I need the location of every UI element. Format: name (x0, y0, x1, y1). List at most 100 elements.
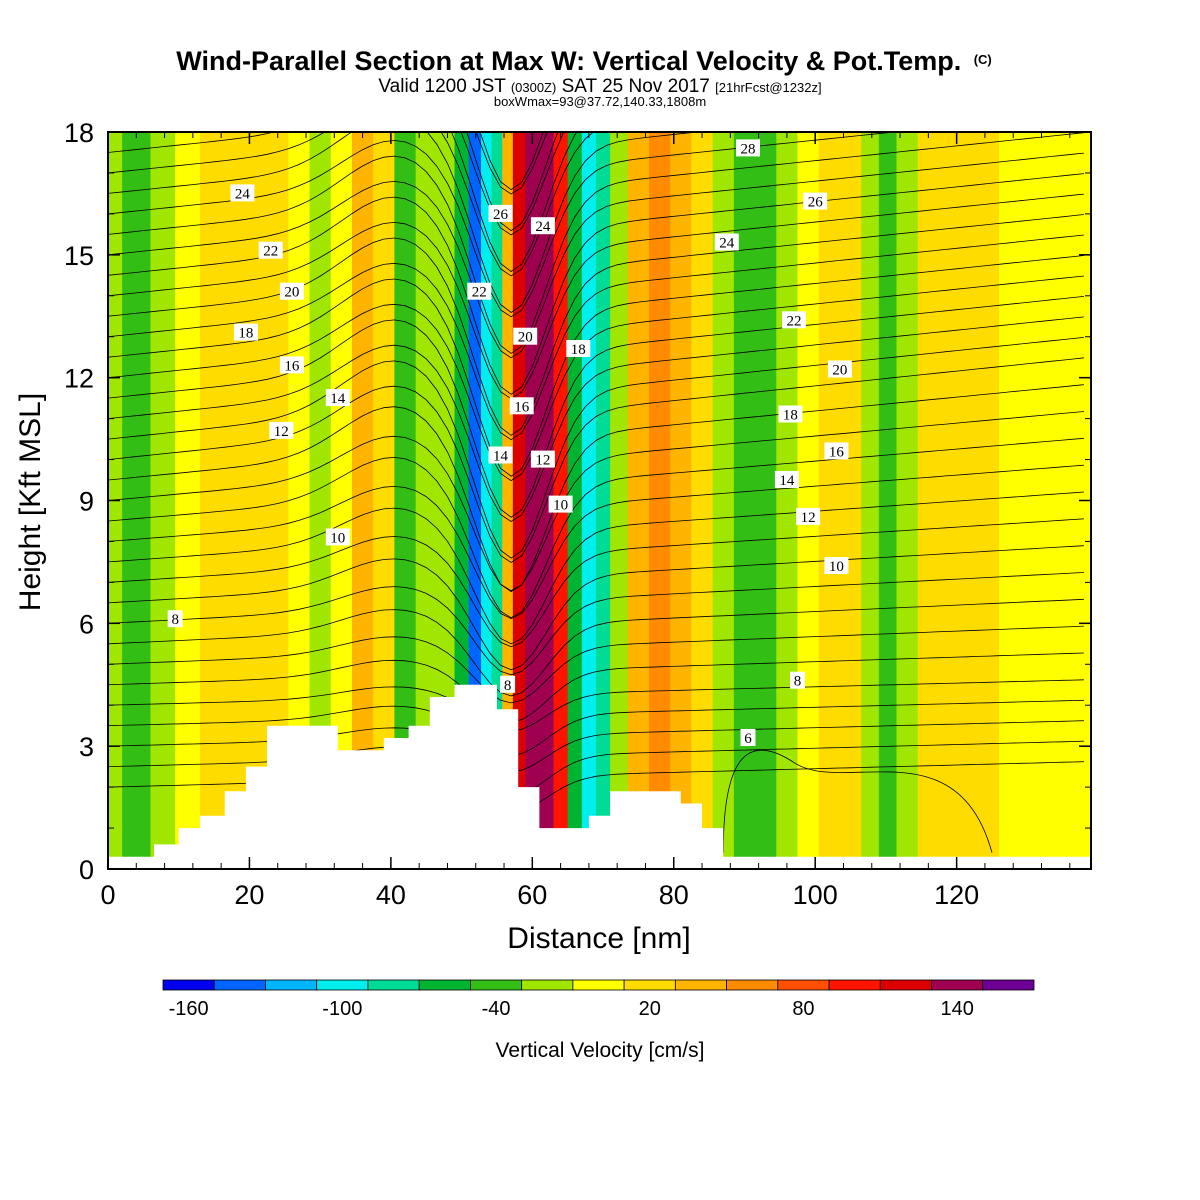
theta-label: 8 (500, 675, 516, 694)
theta-label: 8 (167, 610, 183, 628)
theta-label: 16 (279, 356, 304, 374)
theta-label-text: 10 (553, 498, 568, 514)
velocity-band (199, 132, 233, 869)
theta-label: 10 (548, 495, 573, 514)
velocity-band (309, 132, 332, 869)
y-tick-label: 18 (64, 118, 94, 148)
theta-label: 10 (824, 557, 849, 575)
theta-label-text: 12 (801, 510, 816, 526)
theta-contour (108, 152, 1084, 359)
velocity-band (581, 132, 597, 869)
theta-label: 6 (740, 729, 756, 747)
x-tick-label: 100 (793, 880, 838, 910)
colorbar-swatch (674, 979, 727, 991)
velocity-band (288, 132, 311, 869)
theta-contour (108, 234, 1084, 441)
theta-label-text: 12 (535, 453, 550, 469)
theta-contour (108, 598, 1084, 697)
velocity-band (122, 132, 152, 869)
theta-label-text: 14 (493, 449, 509, 465)
colorbar-swatch (982, 979, 1035, 991)
velocity-band (818, 132, 841, 869)
velocity-band (150, 132, 176, 869)
colorbar-swatch (213, 979, 266, 991)
velocity-band (502, 132, 514, 869)
colorbar-tick-label: -100 (322, 998, 362, 1020)
potential-temperature-contours (108, 132, 1084, 853)
x-tick-label: 40 (376, 880, 406, 910)
velocity-field (108, 132, 1091, 869)
theta-label-text: 22 (263, 244, 278, 260)
y-tick-label: 9 (79, 487, 94, 517)
colorbar-swatch (726, 979, 779, 991)
theta-contour (108, 132, 1084, 354)
theta-label-text: 24 (535, 219, 551, 235)
theta-contour (108, 337, 1084, 559)
x-tick-label: 20 (234, 880, 264, 910)
colorbar: -160 -100 -40 20 80 140 (162, 979, 1035, 1020)
theta-contour (108, 357, 1084, 563)
velocity-band (970, 132, 1000, 869)
velocity-band (1052, 132, 1078, 869)
theta-label-text: 20 (518, 330, 533, 346)
theta-contour (108, 132, 595, 277)
theta-label: 20 (279, 282, 304, 301)
velocity-band (454, 132, 470, 869)
x-tick-label: 80 (659, 880, 689, 910)
theta-contour (108, 437, 1084, 619)
theta-label-text: 8 (504, 678, 512, 694)
y-axis: 0 3 6 9 12 15 18 (64, 118, 1091, 885)
theta-label-text: 26 (493, 207, 509, 223)
theta-label: 26 (488, 204, 513, 223)
colorbar-tick-label: 20 (639, 998, 661, 1020)
theta-label: 20 (827, 360, 852, 379)
theta-label: 24 (714, 233, 739, 252)
colorbar-tick-label: -40 (482, 998, 511, 1020)
velocity-band (468, 132, 482, 869)
theta-label-text: 26 (808, 195, 824, 211)
colorbar-tick-label: 140 (940, 998, 973, 1020)
colorbar-swatch (162, 979, 215, 991)
theta-label-text: 6 (744, 731, 752, 747)
theta-contour (108, 255, 1084, 477)
theta-label: 12 (530, 450, 555, 469)
theta-contour (108, 214, 1084, 436)
theta-label-text: 20 (832, 363, 847, 379)
theta-label-text: 24 (719, 236, 735, 252)
theta-contour (108, 491, 1084, 645)
colorbar-swatch (828, 979, 881, 991)
theta-contour (108, 625, 1084, 704)
x-tick-label: 60 (517, 880, 547, 910)
velocity-band (649, 132, 671, 869)
velocity-band (917, 132, 944, 869)
velocity-band (567, 132, 583, 869)
theta-label-text: 22 (787, 313, 802, 329)
terrain-mask (108, 684, 1091, 869)
theta-contour (108, 132, 898, 318)
theta-label: 20 (513, 327, 538, 346)
theta-label-text: 14 (779, 473, 795, 489)
velocity-band (525, 132, 540, 869)
colorbar-label: Vertical Velocity [cm/s] (496, 1039, 705, 1062)
chart-subtitle: Valid 1200 JST (0300Z) SAT 25 Nov 2017 [… (378, 76, 821, 97)
theta-label: 10 (325, 528, 350, 546)
colorbar-tick-label: 80 (792, 998, 814, 1020)
velocity-band (670, 132, 693, 869)
theta-contour (108, 316, 1084, 522)
theta-label-text: 8 (794, 674, 802, 690)
theta-label-text: 28 (741, 141, 756, 157)
colorbar-tick-label: -160 (169, 998, 209, 1020)
theta-label-text: 10 (829, 559, 844, 575)
theta-label: 24 (230, 184, 255, 202)
theta-label: 14 (325, 389, 350, 407)
theta-contour (108, 652, 1084, 723)
theta-label: 18 (778, 405, 803, 424)
theta-contour (108, 275, 1084, 482)
velocity-band (394, 132, 417, 869)
velocity-band (595, 132, 611, 869)
theta-label-text: 18 (238, 326, 253, 342)
theta-label-text: 24 (235, 186, 251, 202)
velocity-band (330, 132, 353, 869)
y-axis-label: Height [Kft MSL] (14, 393, 47, 611)
